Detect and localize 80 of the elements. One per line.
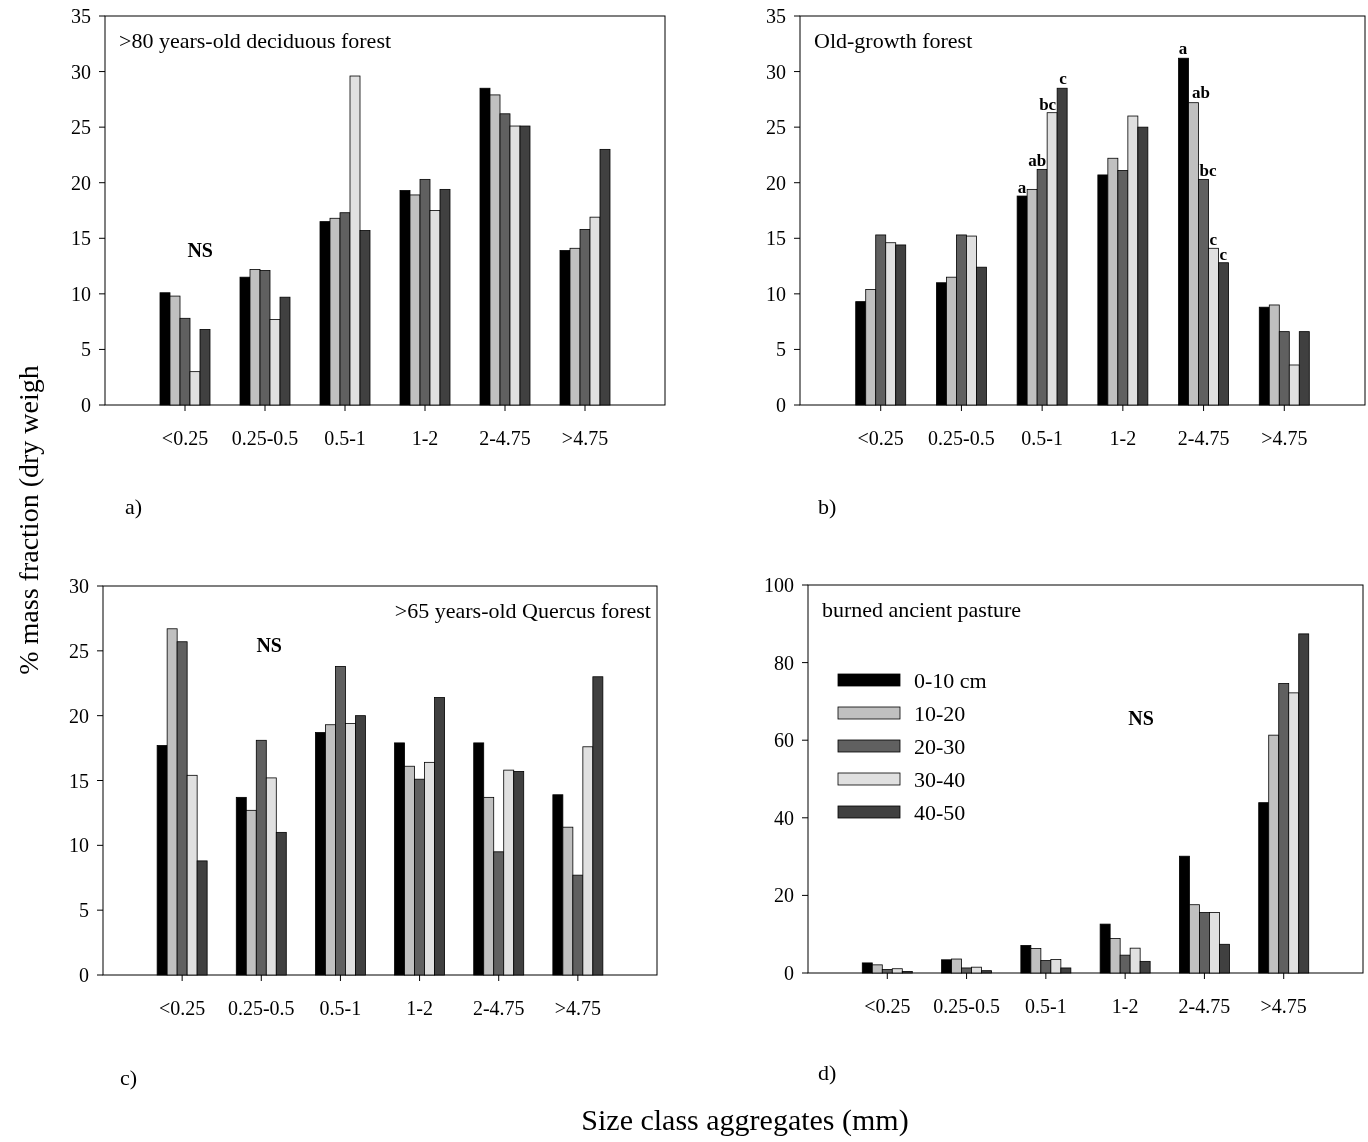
annotation: bc bbox=[1199, 161, 1218, 181]
y-tick-label: 30 bbox=[69, 575, 89, 597]
x-tick-label: 2-4.75 bbox=[479, 427, 531, 449]
annotation: a bbox=[1178, 39, 1188, 58]
y-tick-label: 15 bbox=[71, 227, 91, 250]
y-tick-label: 30 bbox=[766, 60, 786, 83]
x-tick-label: <0.25 bbox=[161, 427, 209, 449]
y-tick-label: 15 bbox=[766, 227, 786, 250]
y-tick-label: 0 bbox=[784, 962, 794, 984]
text: >80 years-old deciduous forest bbox=[119, 28, 392, 53]
y-tick-label: 0 bbox=[79, 964, 89, 986]
annotation: ab bbox=[1192, 83, 1210, 102]
y-tick-label: 10 bbox=[766, 282, 786, 305]
x-tick-label: >4.75 bbox=[1260, 995, 1307, 1017]
annotation: c bbox=[1209, 230, 1218, 250]
annotation: NS bbox=[187, 239, 213, 262]
x-tick-label: >4.75 bbox=[554, 997, 601, 1019]
x-tick-label: 1-2 bbox=[406, 997, 433, 1019]
x-tick-label: <0.25 bbox=[864, 995, 911, 1017]
y-tick-label: 0 bbox=[81, 394, 91, 416]
x-tick-label: 2-4.75 bbox=[1177, 427, 1230, 449]
y-tick-label: 40 bbox=[774, 806, 794, 829]
x-tick-label: >4.75 bbox=[561, 427, 609, 449]
text: b) bbox=[818, 494, 837, 519]
legend-label: 20-30 bbox=[914, 733, 966, 759]
text: c) bbox=[120, 1065, 138, 1090]
x-tick-label: 0.5-1 bbox=[319, 997, 362, 1019]
y-tick-label: 25 bbox=[71, 116, 91, 139]
y-axis-title: % mass fraction (dry weigh bbox=[13, 365, 44, 675]
y-tick-label: 15 bbox=[69, 769, 89, 792]
legend-label: 10-20 bbox=[914, 700, 966, 726]
text: burned ancient pasture bbox=[822, 597, 1022, 622]
y-tick-label: 10 bbox=[71, 282, 91, 305]
annotation: c bbox=[1219, 244, 1228, 264]
y-tick-label: 5 bbox=[81, 338, 91, 361]
y-tick-label: 80 bbox=[774, 651, 794, 674]
annotation: a bbox=[1017, 178, 1027, 198]
x-tick-label: >4.75 bbox=[1261, 427, 1308, 449]
x-tick-label: 0.5-1 bbox=[1021, 427, 1063, 449]
y-tick-label: 25 bbox=[69, 639, 89, 662]
y-tick-label: 20 bbox=[69, 704, 89, 727]
x-tick-label: 2-4.75 bbox=[1178, 995, 1231, 1017]
y-tick-label: 0 bbox=[776, 394, 786, 416]
annotation: NS bbox=[1128, 706, 1154, 729]
x-tick-label: 0.25-0.5 bbox=[933, 995, 1000, 1017]
annotation: ab bbox=[1028, 151, 1047, 171]
annotation: bc bbox=[1039, 94, 1057, 114]
x-tick-label: 1-2 bbox=[411, 427, 439, 449]
x-tick-label: 1-2 bbox=[1111, 995, 1139, 1017]
y-tick-label: 20 bbox=[766, 171, 786, 194]
text: d) bbox=[818, 1060, 837, 1085]
y-tick-label: 35 bbox=[71, 5, 91, 27]
x-tick-label: 0.25-0.5 bbox=[231, 427, 299, 449]
x-tick-label: 0.25-0.5 bbox=[928, 427, 995, 449]
text: Old-growth forest bbox=[814, 28, 973, 53]
y-tick-label: 20 bbox=[71, 171, 91, 194]
x-tick-label: 0.25-0.5 bbox=[227, 997, 295, 1019]
annotation: c bbox=[1059, 69, 1068, 88]
y-tick-label: 5 bbox=[776, 338, 786, 361]
annotation: NS bbox=[256, 634, 282, 657]
x-tick-label: 2-4.75 bbox=[472, 997, 525, 1019]
y-tick-label: 30 bbox=[71, 60, 91, 83]
y-tick-label: 25 bbox=[766, 116, 786, 139]
y-tick-label: 60 bbox=[774, 729, 794, 752]
y-tick-label: 100 bbox=[764, 574, 794, 596]
legend-label: 0-10 cm bbox=[914, 667, 987, 693]
x-tick-label: 1-2 bbox=[1109, 427, 1137, 449]
y-tick-label: 10 bbox=[69, 834, 89, 857]
x-tick-label: <0.25 bbox=[159, 997, 206, 1019]
x-tick-label: 0.5-1 bbox=[1025, 995, 1067, 1017]
x-tick-label: <0.25 bbox=[857, 427, 904, 449]
y-tick-label: 20 bbox=[774, 884, 794, 907]
legend-label: 40-50 bbox=[914, 799, 966, 825]
y-tick-label: 35 bbox=[766, 5, 786, 27]
y-tick-label: 5 bbox=[79, 899, 89, 922]
text: >65 years-old Quercus forest bbox=[394, 598, 651, 623]
legend-label: 30-40 bbox=[914, 766, 966, 792]
x-tick-label: 0.5-1 bbox=[324, 427, 366, 449]
x-axis-title: Size class aggregates (mm) bbox=[581, 1103, 909, 1137]
text: a) bbox=[125, 494, 143, 519]
